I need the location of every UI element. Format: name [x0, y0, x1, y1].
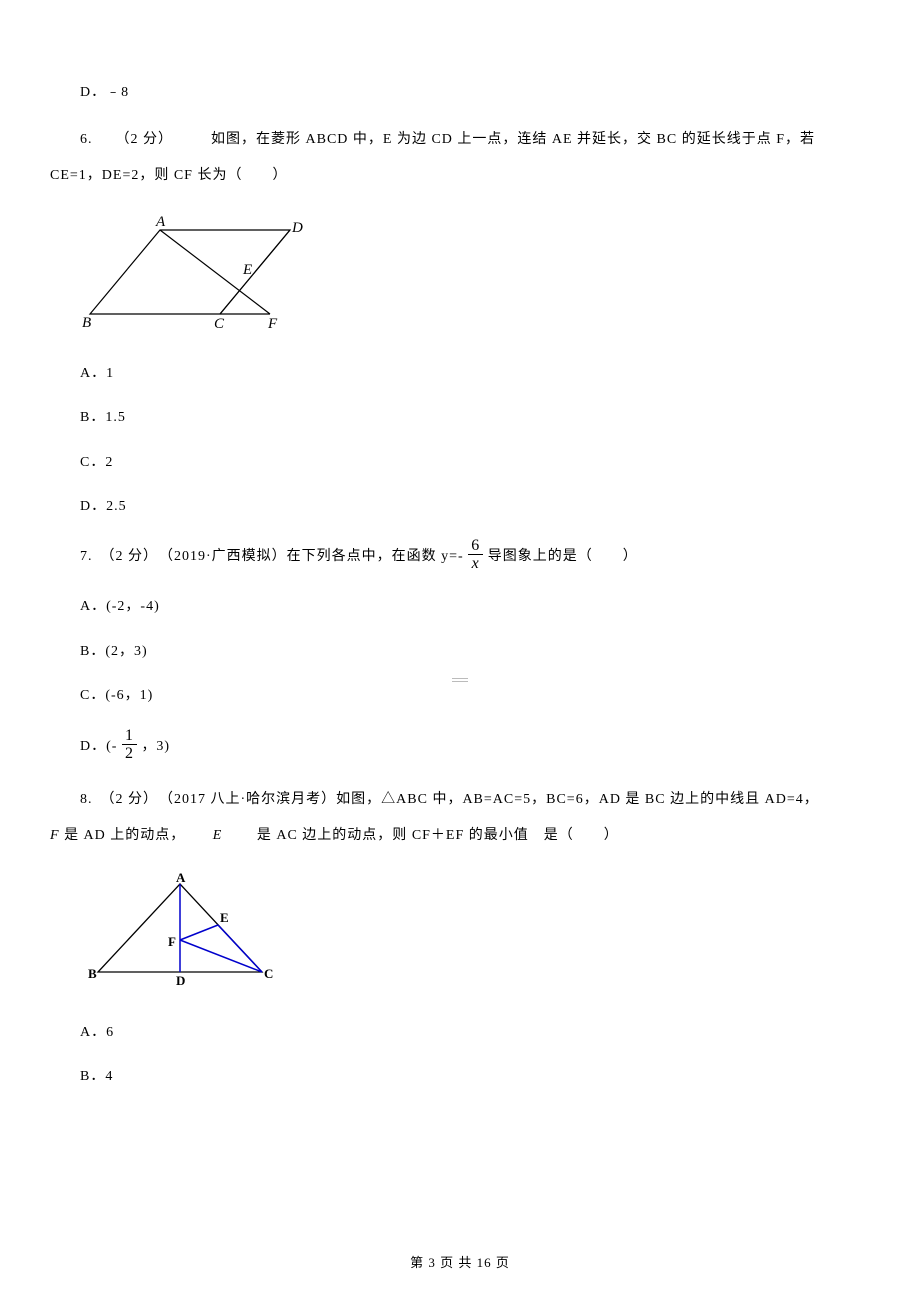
- q7-stem-post: 导图象上的是（ ）: [488, 549, 638, 564]
- q8-l2-a: 是 AD 上的动点，: [64, 828, 208, 843]
- q6-label-c: C: [214, 316, 225, 332]
- q8-cfef: CF＋EF: [412, 828, 464, 843]
- q8-option-a: A．6: [80, 1022, 870, 1044]
- q8-option-b: B．4: [80, 1066, 870, 1088]
- page-footer: 第 3 页 共 16 页: [0, 1253, 920, 1274]
- q6-option-b: B．1.5: [80, 407, 870, 429]
- q8-label-d: D: [176, 973, 185, 988]
- q8-label-e: E: [220, 910, 229, 925]
- q6-option-a: A．1: [80, 363, 870, 385]
- q6-label-f: F: [267, 316, 278, 332]
- q7-optd-frac-den: 2: [122, 745, 137, 762]
- q8-var-f: F: [50, 828, 60, 843]
- watermark-icon: [452, 678, 468, 682]
- q7-optd-post: ，3): [141, 738, 170, 753]
- q5-option-d: D．﹣8: [80, 82, 870, 104]
- q8-l2-b: 是 AC 边上的动点，则: [227, 828, 412, 843]
- q7-optd-pre: D．(-: [80, 738, 117, 753]
- q6-option-c: C．2: [80, 452, 870, 474]
- q7-option-b: B．(2，3): [80, 641, 870, 663]
- q6-label-e: E: [242, 262, 252, 278]
- q8-label-c: C: [264, 966, 273, 981]
- q7-stem: 7. （2 分） （2019·广西模拟）在下列各点中，在函数 y=- 6 x 导…: [80, 540, 870, 574]
- q6-stem-line2: CE=1，DE=2，则 CF 长为（ ）: [50, 168, 287, 183]
- q6-label-d: D: [291, 220, 303, 236]
- q6-stem-line1: 6. （2 分） 如图，在菱形 ABCD 中，E 为边 CD 上一点，连结 AE…: [80, 132, 815, 147]
- q7-option-c: C．(-6，1): [80, 685, 870, 707]
- q7-frac-den: x: [468, 555, 483, 572]
- page-content: D．﹣8 6. （2 分） 如图，在菱形 ABCD 中，E 为边 CD 上一点，…: [0, 0, 920, 1151]
- q7-stem-pre: 7. （2 分） （2019·广西模拟）在下列各点中，在函数 y=-: [80, 549, 464, 564]
- q7-fraction: 6 x: [468, 538, 483, 572]
- q7-option-d: D．(- 1 2 ，3): [80, 730, 870, 764]
- q6-option-d: D．2.5: [80, 496, 870, 518]
- q8-label-a: A: [176, 872, 186, 885]
- q6-label-b: B: [82, 315, 91, 331]
- q6-stem: 6. （2 分） 如图，在菱形 ABCD 中，E 为边 CD 上一点，连结 AE…: [80, 126, 870, 154]
- q8-label-b: B: [88, 966, 97, 981]
- q7-option-a: A．(-2，-4): [80, 596, 870, 618]
- q8-label-f: F: [168, 934, 176, 949]
- q8-l2-c: 的最小值 是（ ）: [469, 828, 619, 843]
- q6-figure: A D B C F E: [80, 212, 870, 340]
- q8-stem-line1: 8. （2 分） （2017 八上·哈尔滨月考）如图，△ABC 中，AB=AC=…: [80, 786, 870, 814]
- q8-figure: A B C D E F: [80, 872, 870, 1000]
- q8-var-e: E: [213, 828, 223, 843]
- q6-label-a: A: [155, 214, 166, 230]
- q8-stem-line2: F 是 AD 上的动点， E 是 AC 边上的动点，则 CF＋EF 的最小值 是…: [50, 822, 870, 850]
- q7-optd-frac-num: 1: [122, 728, 137, 745]
- q7-frac-num: 6: [468, 538, 483, 555]
- q6-stem-line2-wrap: CE=1，DE=2，则 CF 长为（ ）: [50, 162, 870, 190]
- q7-optd-fraction: 1 2: [122, 728, 137, 762]
